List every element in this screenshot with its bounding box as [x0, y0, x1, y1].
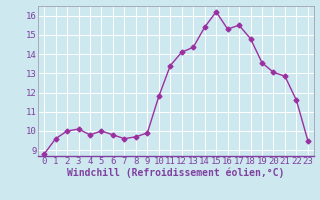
X-axis label: Windchill (Refroidissement éolien,°C): Windchill (Refroidissement éolien,°C)	[67, 168, 285, 178]
